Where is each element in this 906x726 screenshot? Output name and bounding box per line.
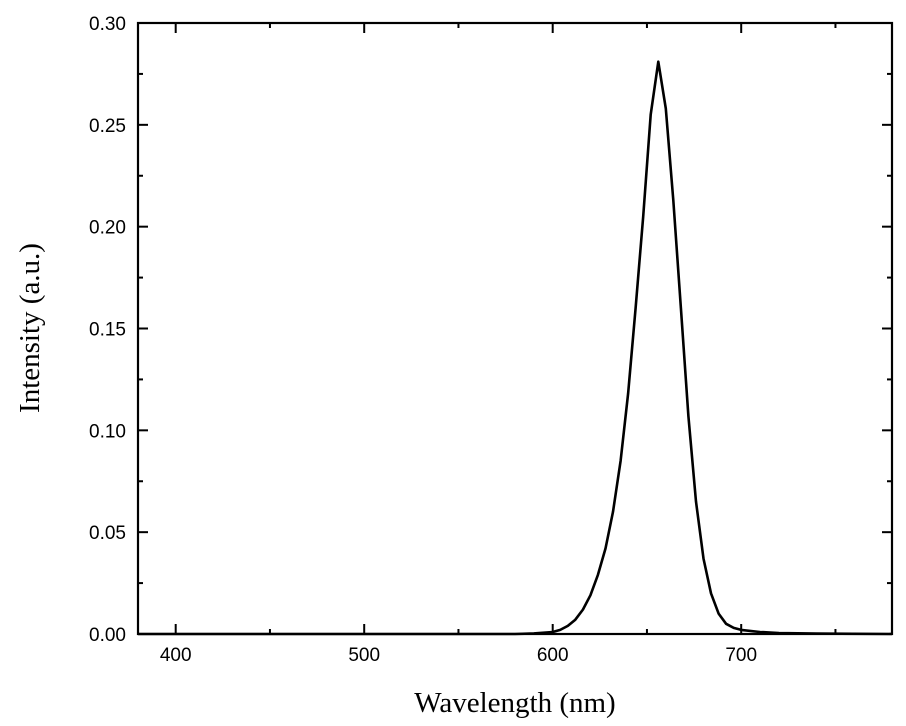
y-tick-label: 0.15 (89, 320, 126, 341)
axis-ticks (138, 22, 892, 635)
y-tick-label: 0.05 (89, 523, 126, 544)
y-axis-title: Intensity (a.u.) (14, 243, 46, 413)
x-tick-label: 600 (537, 645, 569, 666)
y-tick-label: 0.10 (89, 421, 126, 442)
series-line-emission-spectrum (138, 60, 893, 636)
y-tick-label: 0.25 (89, 116, 126, 137)
x-tick-label: 500 (348, 645, 380, 666)
x-tick-labels: 400 500 600 700 (160, 645, 757, 666)
plot-frame (136, 21, 894, 636)
y-tick-label: 0.00 (89, 625, 126, 646)
x-axis-title: Wavelength (nm) (414, 687, 615, 719)
y-tick-label: 0.30 (89, 14, 126, 35)
x-tick-label: 700 (725, 645, 757, 666)
y-tick-label: 0.20 (89, 218, 126, 239)
y-tick-labels: 0.00 0.05 0.10 0.15 0.20 0.25 0.30 (89, 14, 126, 646)
x-tick-label: 400 (160, 645, 192, 666)
